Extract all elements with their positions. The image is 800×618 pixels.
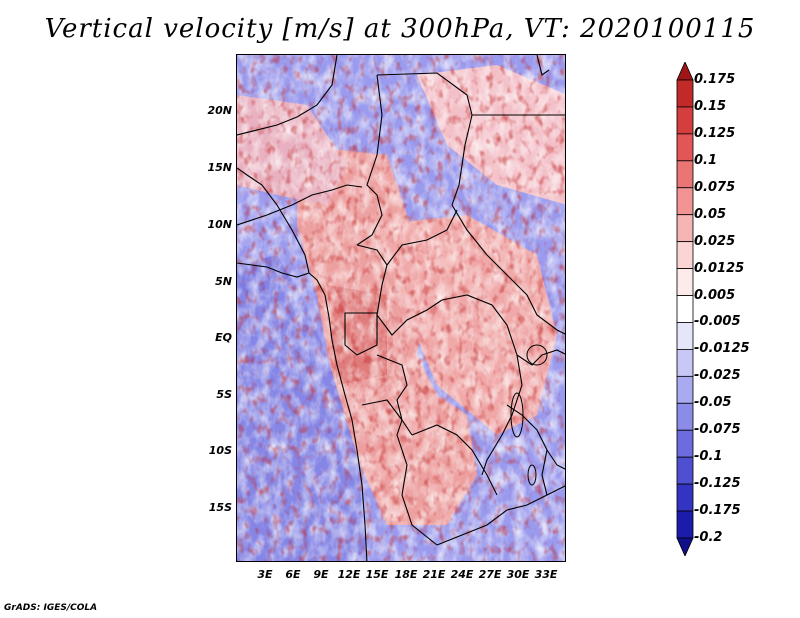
colorbar-cell (676, 510, 694, 539)
lon-label: 18E (394, 568, 418, 581)
colorbar-label: 0.05 (694, 206, 727, 222)
colorbar-label: -0.05 (694, 395, 732, 411)
colorbar-cell (676, 160, 694, 189)
lon-label: 3E (257, 568, 273, 581)
colorbar-cell (676, 322, 694, 350)
lat-label: 10S (208, 444, 232, 457)
colorbar-label: -0.0125 (694, 341, 750, 357)
colorbar-cell (676, 133, 694, 162)
colorbar-label: 0.005 (694, 287, 736, 303)
colorbar (676, 62, 694, 556)
colorbar-label: -0.125 (694, 476, 741, 492)
colorbar-cell (676, 106, 694, 135)
colorbar-cell (676, 456, 694, 485)
lat-label: 15N (207, 161, 232, 174)
colorbar-cell (676, 62, 694, 81)
colorbar-label: 0.15 (694, 98, 727, 114)
colorbar-cell (676, 241, 694, 269)
colorbar-label: -0.005 (694, 314, 741, 330)
colorbar-cell (676, 187, 694, 216)
lon-label: 33E (534, 568, 558, 581)
colorbar-label: 0.0125 (694, 260, 745, 276)
colorbar-cell (676, 268, 694, 296)
colorbar-cell (676, 214, 694, 243)
colorbar-label: -0.025 (694, 368, 741, 384)
colorbar-cell (676, 375, 694, 404)
colorbar-cell (676, 402, 694, 431)
lon-label: 15E (365, 568, 389, 581)
lat-label: 10N (207, 218, 232, 231)
colorbar-label: -0.1 (694, 449, 723, 465)
colorbar-cell (676, 349, 694, 377)
colorbar-label: 0.125 (694, 125, 736, 141)
chart-title: Vertical velocity [m/s] at 300hPa, VT: 2… (44, 14, 756, 44)
colorbar-label: -0.175 (694, 503, 741, 519)
colorbar-cell (676, 483, 694, 512)
footer-credit: GrADS: IGES/COLA (4, 603, 98, 613)
colorbar-label: 0.075 (694, 179, 736, 195)
lon-label: 27E (478, 568, 502, 581)
lon-label: 9E (313, 568, 329, 581)
colorbar-cell (676, 79, 694, 108)
lon-label: 30E (506, 568, 530, 581)
colorbar-label: 0.1 (694, 152, 718, 168)
colorbar-label: 0.025 (694, 233, 736, 249)
lat-label: 5N (215, 275, 232, 288)
colorbar-label: 0.175 (694, 72, 736, 87)
lon-label: 12E (337, 568, 361, 581)
colorbar-cell (676, 537, 694, 556)
lon-label: 21E (422, 568, 446, 581)
lon-label: 6E (285, 568, 301, 581)
lat-label: 5S (216, 388, 232, 401)
colorbar-label: -0.075 (694, 422, 741, 438)
map-panel (236, 54, 566, 562)
colorbar-cell (676, 295, 694, 323)
velocity-field (237, 55, 565, 561)
colorbar-cell (676, 429, 694, 458)
colorbar-label: -0.2 (694, 530, 723, 545)
lat-label: 20N (207, 104, 232, 117)
lat-label: 15S (208, 501, 232, 514)
lon-label: 24E (450, 568, 474, 581)
lat-label: EQ (215, 331, 232, 344)
